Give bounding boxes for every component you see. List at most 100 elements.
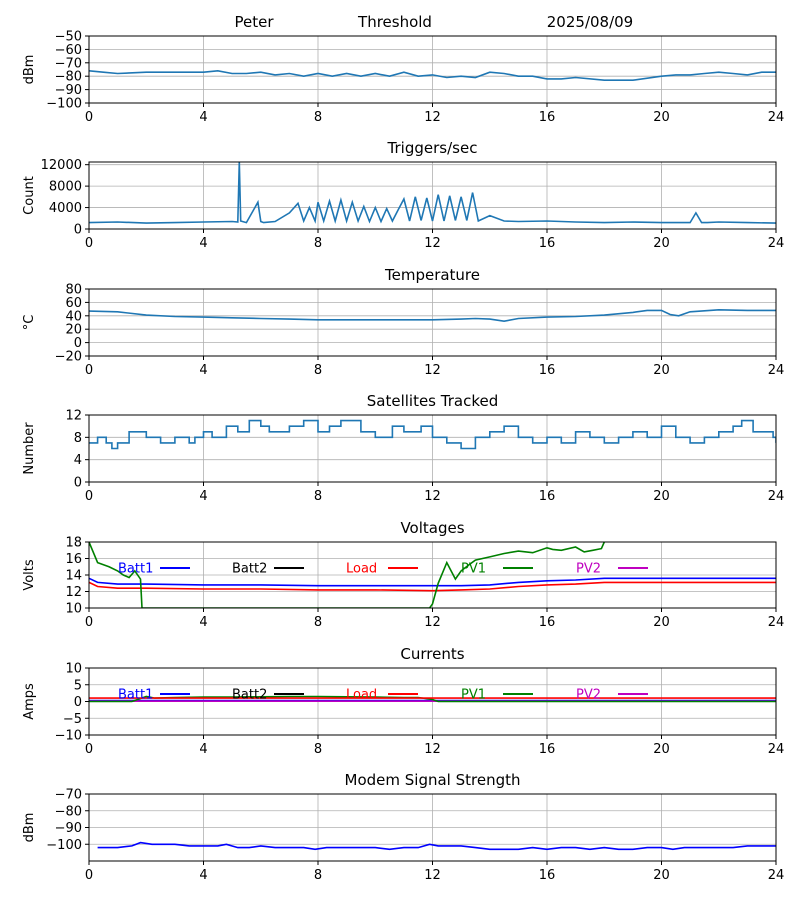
series-line <box>89 69 776 81</box>
x-tick-label: 12 <box>424 868 441 883</box>
x-tick-label: 4 <box>199 615 207 630</box>
x-tick-label: 16 <box>539 489 556 504</box>
y-axis-label: Number <box>22 422 37 475</box>
x-tick-label: 0 <box>85 868 93 883</box>
x-tick-label: 0 <box>85 363 93 378</box>
header-station: Peter <box>234 13 274 31</box>
y-tick-label: 18 <box>65 536 82 551</box>
x-tick-label: 20 <box>653 489 670 504</box>
legend-label: PV1 <box>461 562 486 577</box>
y-tick-label: −100 <box>46 97 82 112</box>
x-tick-label: 20 <box>653 868 670 883</box>
x-tick-label: 24 <box>768 615 785 630</box>
x-tick-label: 24 <box>768 363 785 378</box>
x-tick-label: 8 <box>314 742 322 757</box>
y-tick-label: −90 <box>55 83 82 98</box>
y-axis-label: Amps <box>22 683 37 720</box>
legend-label: Load <box>346 688 377 703</box>
x-tick-label: 0 <box>85 615 93 630</box>
y-tick-label: −70 <box>55 788 82 803</box>
x-tick-label: 0 <box>85 110 93 125</box>
chart-title: Temperature <box>384 266 480 284</box>
y-axis-label: dBm <box>22 55 37 85</box>
x-tick-label: 24 <box>768 742 785 757</box>
y-tick-label: −60 <box>55 43 82 58</box>
x-tick-label: 4 <box>199 363 207 378</box>
legend-label: PV2 <box>576 562 601 577</box>
x-tick-label: 0 <box>85 489 93 504</box>
x-tick-label: 4 <box>199 742 207 757</box>
x-tick-label: 20 <box>653 742 670 757</box>
x-tick-label: 16 <box>539 615 556 630</box>
x-tick-label: 16 <box>539 363 556 378</box>
series-line <box>89 162 776 224</box>
x-tick-label: 12 <box>424 236 441 251</box>
y-tick-label: −100 <box>46 838 82 853</box>
x-tick-label: 0 <box>85 236 93 251</box>
x-tick-label: 12 <box>424 615 441 630</box>
chart-title: Modem Signal Strength <box>345 771 521 789</box>
y-tick-label: 0 <box>74 476 82 491</box>
legend-label: PV1 <box>461 688 486 703</box>
y-tick-label: −90 <box>55 821 82 836</box>
x-tick-label: 20 <box>653 110 670 125</box>
y-tick-label: −20 <box>55 350 82 365</box>
legend-label: Batt2 <box>232 562 267 577</box>
series-line <box>89 419 776 450</box>
y-tick-label: 8000 <box>49 180 82 195</box>
y-tick-label: −50 <box>55 30 82 45</box>
y-tick-label: 12000 <box>41 158 82 173</box>
y-axis-label: Volts <box>22 559 37 591</box>
y-tick-label: 0 <box>74 695 82 710</box>
chart-title: Currents <box>400 645 464 663</box>
y-tick-label: −10 <box>55 729 82 744</box>
legend-label: PV2 <box>576 688 601 703</box>
y-tick-label: 40 <box>65 309 82 324</box>
legend-label: Batt1 <box>118 688 153 703</box>
x-tick-label: 16 <box>539 110 556 125</box>
x-tick-label: 8 <box>314 236 322 251</box>
legend-label: Batt1 <box>118 562 153 577</box>
series-line <box>89 308 776 323</box>
x-tick-label: 24 <box>768 489 785 504</box>
x-tick-label: 24 <box>768 110 785 125</box>
chart-title: Satellites Tracked <box>367 392 498 410</box>
y-tick-label: 10 <box>65 662 82 677</box>
series-line-pv1 <box>89 542 606 608</box>
header-date: 2025/08/09 <box>547 13 633 31</box>
y-tick-label: −70 <box>55 56 82 71</box>
y-tick-label: 4000 <box>49 201 82 216</box>
x-tick-label: 12 <box>424 363 441 378</box>
y-tick-label: 8 <box>74 431 82 446</box>
x-tick-label: 12 <box>424 110 441 125</box>
x-tick-label: 12 <box>424 489 441 504</box>
x-tick-label: 0 <box>85 742 93 757</box>
y-tick-label: 80 <box>65 283 82 298</box>
chart-title: Voltages <box>400 519 464 537</box>
y-tick-label: 20 <box>65 323 82 338</box>
x-tick-label: 24 <box>768 868 785 883</box>
x-tick-label: 8 <box>314 363 322 378</box>
x-tick-label: 16 <box>539 868 556 883</box>
x-tick-label: 16 <box>539 236 556 251</box>
y-tick-label: 0 <box>74 223 82 238</box>
series-line <box>97 841 776 851</box>
y-tick-label: 12 <box>65 585 82 600</box>
chart-title: Triggers/sec <box>387 139 478 157</box>
y-tick-label: 10 <box>65 602 82 617</box>
legend-label: Batt2 <box>232 688 267 703</box>
x-tick-label: 8 <box>314 489 322 504</box>
x-tick-label: 20 <box>653 363 670 378</box>
x-tick-label: 4 <box>199 868 207 883</box>
y-axis-label: Count <box>22 176 37 215</box>
x-tick-label: 8 <box>314 868 322 883</box>
x-tick-label: 16 <box>539 742 556 757</box>
x-tick-label: 8 <box>314 110 322 125</box>
y-axis-label: dBm <box>22 813 37 843</box>
legend-label: Load <box>346 562 377 577</box>
y-tick-label: 60 <box>65 296 82 311</box>
x-tick-label: 4 <box>199 110 207 125</box>
header-mode: Threshold <box>357 13 432 31</box>
y-tick-label: −80 <box>55 804 82 819</box>
